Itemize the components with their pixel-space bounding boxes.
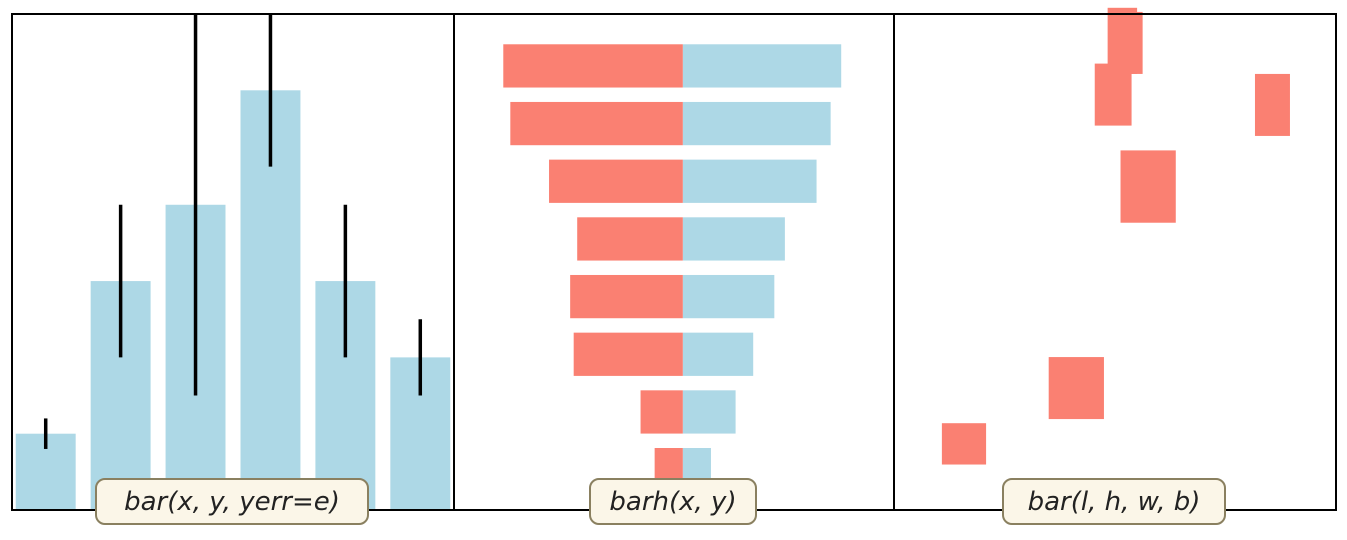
barh-marks [503,44,842,492]
floating-bar-marks [941,7,1290,510]
floating-bar [941,423,987,465]
barh-panel: barh(x, y) [453,13,895,525]
barh-bar [682,217,785,261]
floating-bar [1254,73,1290,136]
caption-box: bar(x, y, yerr=e) [95,478,369,525]
barh-bar [682,274,775,319]
caption-background [1002,478,1226,525]
barh-bar [570,274,683,319]
axes-background [454,14,894,510]
barh-bar [549,159,683,203]
axes-background [12,14,454,510]
bar-errorbar-panel: bar(x, y, yerr=e) [11,13,455,525]
barh-bar [573,332,683,376]
caption-text: bar(l, h, w, b) [1028,487,1201,517]
caption-background [95,478,369,525]
caption-box: bar(l, h, w, b) [1002,478,1226,525]
caption-background [589,478,757,525]
floating-bar [1120,150,1176,223]
floating-bar [1048,357,1104,420]
barh-bar [510,101,683,146]
caption-text: bar(x, y, yerr=e) [124,487,340,517]
barh-bar [577,217,683,261]
barh-bar [682,101,831,146]
barh-bar [682,332,754,376]
barh-bar [640,390,683,434]
barh-bar [503,44,683,88]
barh-bar [682,390,736,434]
barh-bar [682,44,842,88]
floating-bar [1107,7,1138,74]
barh-bar [682,159,817,203]
caption-text: barh(x, y) [609,487,736,517]
floating-bar-panel: bar(l, h, w, b) [893,7,1337,525]
bar-errorbar-marks [15,14,451,511]
caption-box: barh(x, y) [589,478,757,525]
